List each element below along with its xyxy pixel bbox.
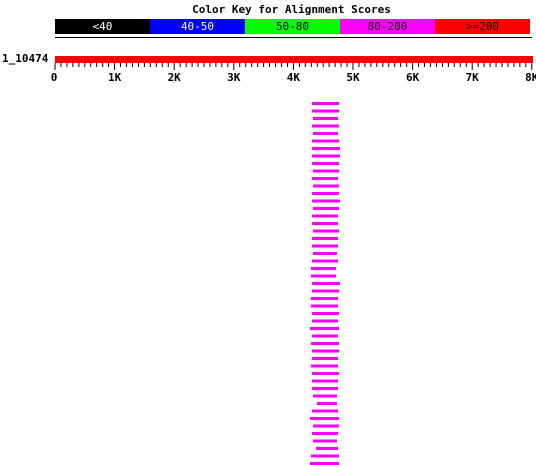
alignment-hit-bar[interactable]: [312, 379, 338, 383]
query-label: 1_10474: [2, 52, 49, 65]
alignment-hit-bar[interactable]: [310, 462, 339, 465]
alignment-hit-bar[interactable]: [312, 282, 340, 285]
alignment-hit-bar[interactable]: [313, 117, 338, 120]
separator-line: [55, 37, 532, 38]
alignment-hit-bar[interactable]: [313, 252, 337, 255]
alignment-hit-bar[interactable]: [311, 342, 339, 345]
axis-tick-label: 4K: [287, 71, 301, 84]
alignment-hit-bar[interactable]: [312, 289, 339, 293]
alignment-hit-bar[interactable]: [316, 447, 338, 450]
alignment-hit-bar[interactable]: [312, 319, 338, 323]
color-key-swatch-50-80: 50-80: [245, 19, 340, 34]
alignment-hit-bar[interactable]: [312, 214, 338, 218]
alignment-hit-bar[interactable]: [313, 424, 339, 428]
alignment-hit-bar[interactable]: [312, 237, 338, 240]
query-bar: [55, 56, 533, 63]
alignment-hit-bar[interactable]: [312, 139, 339, 143]
alignment-hit-bar[interactable]: [312, 102, 339, 105]
alignment-hit-bar[interactable]: [310, 417, 339, 420]
alignment-hit-bar[interactable]: [312, 222, 338, 225]
alignment-hit-bar[interactable]: [312, 409, 338, 413]
alignment-hit-bar[interactable]: [311, 297, 338, 300]
alignment-hit-bar[interactable]: [312, 432, 338, 435]
alignment-hit-bar[interactable]: [312, 372, 339, 375]
color-key-swatch-lt40: <40: [55, 19, 150, 34]
sequence-axis: 0 1K 2K 3K 4K 5K 6K 7K 8K: [51, 63, 536, 84]
axis-tick-label: 5K: [346, 71, 360, 84]
alignment-hit-bar[interactable]: [312, 357, 338, 360]
alignment-hit-bar[interactable]: [312, 162, 339, 165]
alignment-hit-bar[interactable]: [313, 132, 338, 135]
axis-tick-label: 0: [51, 71, 58, 84]
alignment-hit-bar[interactable]: [312, 177, 338, 180]
axis-tick-label: 2K: [168, 71, 182, 84]
alignment-hit-bar[interactable]: [312, 147, 340, 150]
axis-tick-label: 8K: [525, 71, 536, 84]
alignment-hit-bar[interactable]: [311, 454, 339, 458]
alignment-hit-bar[interactable]: [311, 304, 338, 308]
alignment-hit-bar[interactable]: [313, 207, 339, 210]
alignment-hit-bar[interactable]: [312, 387, 338, 390]
alignment-hit-bar[interactable]: [313, 169, 339, 173]
alignment-hit-bar[interactable]: [311, 364, 338, 368]
alignment-hit-bar[interactable]: [312, 312, 339, 315]
alignment-hit-bar[interactable]: [312, 154, 340, 158]
alignment-hit-bar[interactable]: [312, 334, 338, 338]
alignment-hit-bar[interactable]: [317, 402, 337, 405]
color-key-swatch-80-200: 80-200: [340, 19, 435, 34]
alignment-hit-bar[interactable]: [312, 244, 338, 248]
alignment-hit-bar[interactable]: [312, 199, 340, 203]
alignment-hit-bar[interactable]: [312, 109, 339, 113]
axis-tick-label: 1K: [108, 71, 122, 84]
alignment-hit-bar[interactable]: [312, 259, 338, 263]
axis-tick-label: 3K: [227, 71, 241, 84]
alignment-hit-bar[interactable]: [310, 327, 339, 330]
alignment-hit-bar[interactable]: [311, 274, 336, 278]
color-key-swatch-ge200: >=200: [435, 19, 530, 34]
alignment-hit-bar[interactable]: [313, 229, 339, 233]
axis-tick-label: 7K: [466, 71, 480, 84]
color-key-swatch-40-50: 40-50: [150, 19, 245, 34]
alignment-hit-bar[interactable]: [312, 192, 339, 195]
alignment-hit-bar[interactable]: [312, 349, 339, 353]
alignment-hit-bar[interactable]: [312, 124, 339, 128]
alignment-hit-bar[interactable]: [313, 439, 337, 443]
alignment-hit-bar[interactable]: [311, 267, 336, 270]
alignment-hit-bar[interactable]: [313, 184, 339, 188]
alignment-hit-bar[interactable]: [313, 394, 337, 398]
color-key-title: Color Key for Alignment Scores: [192, 3, 391, 16]
axis-tick-label: 6K: [406, 71, 420, 84]
